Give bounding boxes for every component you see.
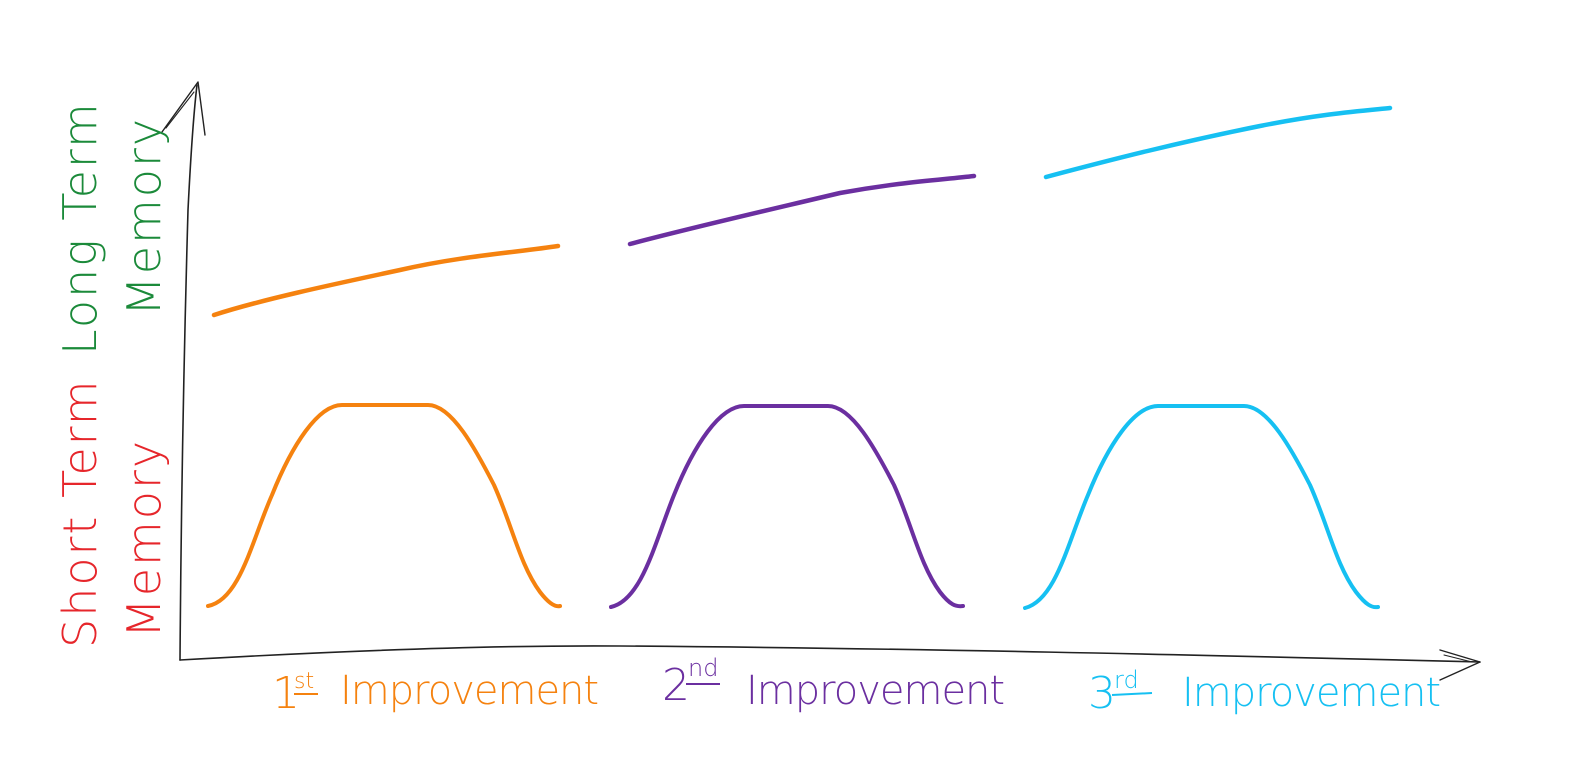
long-term-label-line2: Memory: [117, 117, 171, 316]
improvement-3-word: Improvement: [1182, 670, 1440, 716]
x-axis-arrowhead: [1439, 649, 1481, 681]
improvement-2-suffix: nd: [688, 654, 718, 682]
short-term-memory-label: Short Term Memory: [53, 378, 171, 648]
x-axis-arrowhead-inner: [1443, 654, 1473, 663]
short-term-curve-3: [1023, 403, 1380, 610]
long-term-label-line1: Long Term: [53, 101, 107, 355]
improvement-3-number: 3: [1088, 668, 1116, 719]
long-term-memory-label: Long Term Memory: [53, 101, 171, 355]
improvement-label-2: 2 nd Improvement: [662, 654, 1005, 714]
y-axis-arrowhead: [161, 81, 206, 136]
improvement-3-suffix: rd: [1114, 666, 1139, 694]
improvement-1-suffix: st: [294, 669, 314, 694]
improvement-label-1: 1 st Improvement: [272, 668, 599, 719]
short-term-curve-2: [609, 403, 965, 609]
short-term-label-line2: Memory: [117, 439, 171, 638]
long-term-curve-2: [627, 173, 977, 247]
improvement-label-3: 3 rd Improvement: [1088, 666, 1441, 719]
y-axis-arrowhead-inner: [165, 91, 195, 129]
improvement-2-number: 2: [662, 660, 690, 711]
x-axis-line: [179, 645, 1481, 663]
short-term-label-line1: Short Term: [53, 378, 107, 648]
x-axis: [179, 645, 1481, 681]
improvement-2-word: Improvement: [746, 668, 1004, 714]
y-axis: [161, 81, 206, 661]
long-term-curve-1: [211, 243, 561, 318]
long-term-curve-3: [1043, 105, 1393, 180]
improvement-1-word: Improvement: [340, 668, 598, 714]
y-axis-line: [179, 84, 198, 661]
short-term-curve-1: [206, 402, 562, 609]
improvement-3-suffix-underline: [1111, 692, 1153, 696]
